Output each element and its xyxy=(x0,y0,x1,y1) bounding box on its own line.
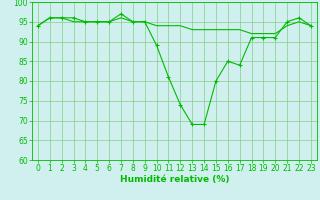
X-axis label: Humidité relative (%): Humidité relative (%) xyxy=(120,175,229,184)
